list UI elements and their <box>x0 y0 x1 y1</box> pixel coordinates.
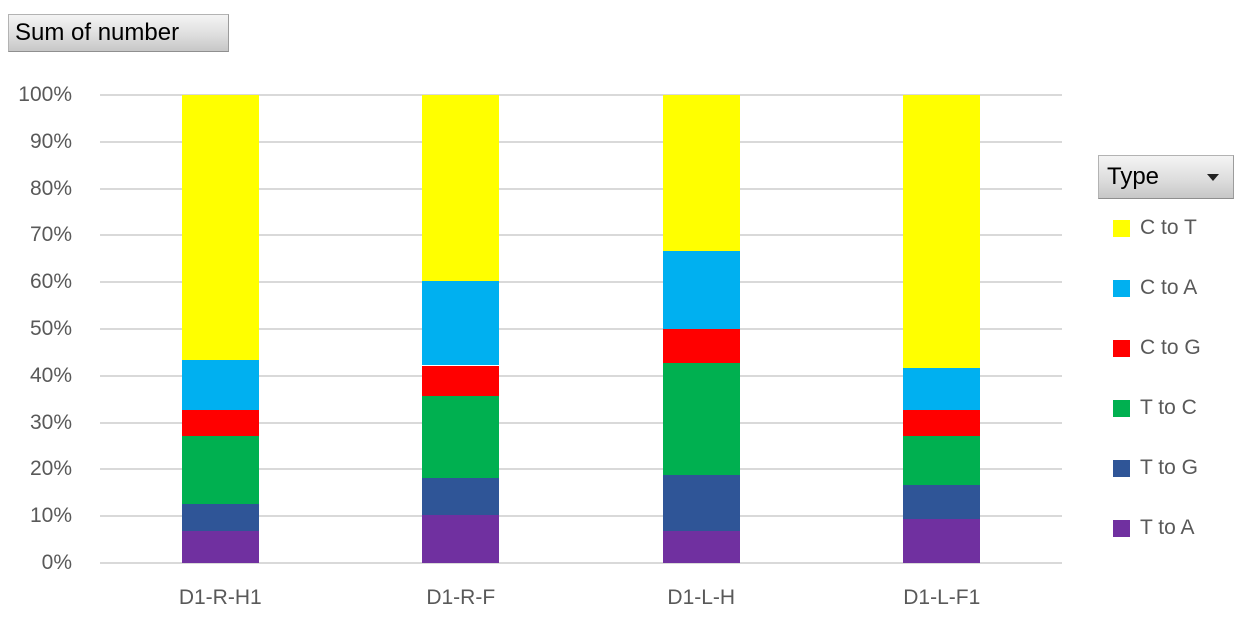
bar-segment-c-to-t <box>181 95 259 360</box>
legend-swatch-icon <box>1113 339 1130 357</box>
legend-swatch-icon <box>1113 279 1130 297</box>
bar-segment-c-to-a <box>903 368 981 411</box>
y-axis-tick-label: 10% <box>29 504 72 528</box>
legend-label: T to G <box>1140 456 1198 479</box>
y-axis-tick-label: 100% <box>18 83 72 106</box>
y-axis-tick-label: 0% <box>41 551 72 574</box>
legend-item-t-to-g: T to G <box>1113 456 1198 480</box>
bar-segment-c-to-g <box>903 410 981 437</box>
gridline <box>100 421 1062 424</box>
bar-segment-t-to-c <box>903 436 981 486</box>
legend-label: T to A <box>1140 516 1195 539</box>
sum-of-number-field-button[interactable]: Sum of number <box>8 14 229 52</box>
type-filter-label: Type <box>1107 163 1160 190</box>
gridline <box>100 234 1062 237</box>
legend-swatch-icon <box>1113 519 1130 537</box>
y-axis-tick-label: 30% <box>29 410 72 434</box>
bar-segment-c-to-g <box>662 329 740 364</box>
legend-swatch-icon <box>1113 399 1130 417</box>
bar-segment-t-to-c <box>662 363 740 475</box>
bar-segment-c-to-g <box>422 365 500 397</box>
dropdown-arrow-icon <box>1207 174 1219 181</box>
bar-segment-c-to-a <box>181 359 259 411</box>
bar-segment-t-to-a <box>181 530 259 563</box>
gridline <box>100 281 1062 284</box>
gridline <box>100 374 1062 377</box>
y-axis-tick-label: 90% <box>29 129 72 153</box>
legend-item-c-to-g: C to G <box>1113 336 1201 360</box>
legend-item-t-to-c: T to C <box>1113 396 1197 420</box>
bar-segment-t-to-g <box>662 475 740 531</box>
bar-segment-t-to-g <box>903 485 981 520</box>
legend-swatch-icon <box>1113 219 1130 237</box>
legend-label: T to C <box>1140 396 1197 419</box>
bar-segment-t-to-g <box>181 504 259 531</box>
gridline <box>100 94 1062 96</box>
legend-item-t-to-a: T to A <box>1113 516 1194 540</box>
bar-segment-c-to-g <box>181 410 259 437</box>
gridline <box>100 140 1062 143</box>
gridline <box>100 562 1062 564</box>
bar-segment-c-to-a <box>422 280 500 366</box>
bar-segment-c-to-t <box>903 95 981 369</box>
y-axis-tick-label: 70% <box>29 223 72 247</box>
y-axis-tick-label: 80% <box>29 176 72 200</box>
x-axis-category-label: D1-L-F1 <box>903 586 981 609</box>
bar-segment-c-to-a <box>662 250 740 329</box>
gridline <box>100 187 1062 190</box>
y-axis-tick-label: 20% <box>29 457 72 481</box>
gridline <box>100 468 1062 471</box>
bar-segment-t-to-c <box>422 396 500 479</box>
bar-segment-t-to-a <box>662 530 740 563</box>
gridline <box>100 515 1062 518</box>
x-axis-category-label: D1-R-F <box>426 586 496 609</box>
bar-segment-t-to-g <box>422 478 500 516</box>
bar-segment-t-to-a <box>422 515 500 563</box>
bar-segment-t-to-c <box>181 436 259 505</box>
type-filter-button[interactable]: Type <box>1098 155 1234 199</box>
x-axis-category-label: D1-R-H1 <box>178 586 262 609</box>
legend-item-c-to-t: C to T <box>1113 216 1197 240</box>
bar-segment-t-to-a <box>903 519 981 563</box>
x-axis-category-label: D1-L-H <box>667 586 736 609</box>
y-axis-tick-label: 50% <box>29 317 72 340</box>
legend-item-c-to-a: C to A <box>1113 276 1197 300</box>
y-axis-tick-label: 40% <box>29 363 72 387</box>
gridline <box>100 328 1062 330</box>
y-axis-tick-label: 60% <box>29 270 72 294</box>
legend-label: C to G <box>1140 336 1201 359</box>
legend-swatch-icon <box>1113 459 1130 477</box>
bar-segment-c-to-t <box>422 95 500 281</box>
bar-segment-c-to-t <box>662 95 740 251</box>
legend-label: C to T <box>1140 216 1197 239</box>
legend-label: C to A <box>1140 276 1198 299</box>
sum-of-number-field-label: Sum of number <box>15 19 180 46</box>
